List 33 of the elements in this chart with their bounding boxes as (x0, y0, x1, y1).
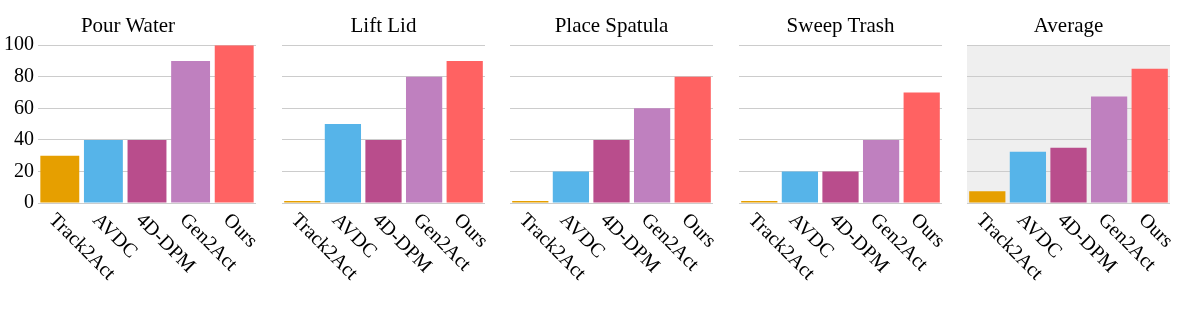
y-tick-label: 100 (4, 32, 34, 55)
bar (862, 139, 900, 203)
chart-title: Average (1033, 13, 1104, 38)
bar (593, 139, 630, 203)
bar (552, 171, 590, 203)
y-tick-label: 80 (14, 64, 34, 87)
bar (969, 191, 1006, 203)
bar (633, 108, 671, 203)
chart-title: Pour Water (80, 13, 176, 38)
bar (83, 139, 123, 203)
bar (214, 45, 254, 203)
bar (1090, 96, 1128, 203)
bar (171, 60, 211, 203)
bar (405, 76, 443, 203)
bar (324, 124, 362, 203)
bar (365, 139, 402, 203)
bar (127, 139, 167, 203)
bar (674, 76, 711, 203)
y-tick-label: 60 (14, 95, 34, 118)
bar (446, 60, 483, 203)
y-tick-label: 0 (24, 190, 34, 213)
chart-title: Lift Lid (350, 13, 417, 38)
chart-title: Sweep Trash (786, 13, 895, 38)
bar (1009, 151, 1047, 203)
y-tick-label: 40 (14, 127, 34, 150)
y-tick-label: 20 (14, 158, 34, 181)
bar (903, 92, 940, 203)
bar (1050, 147, 1087, 203)
bar (40, 155, 80, 203)
chart-title: Place Spatula (554, 13, 670, 38)
bar (1131, 68, 1168, 203)
bar (781, 171, 819, 203)
bar (822, 171, 859, 203)
